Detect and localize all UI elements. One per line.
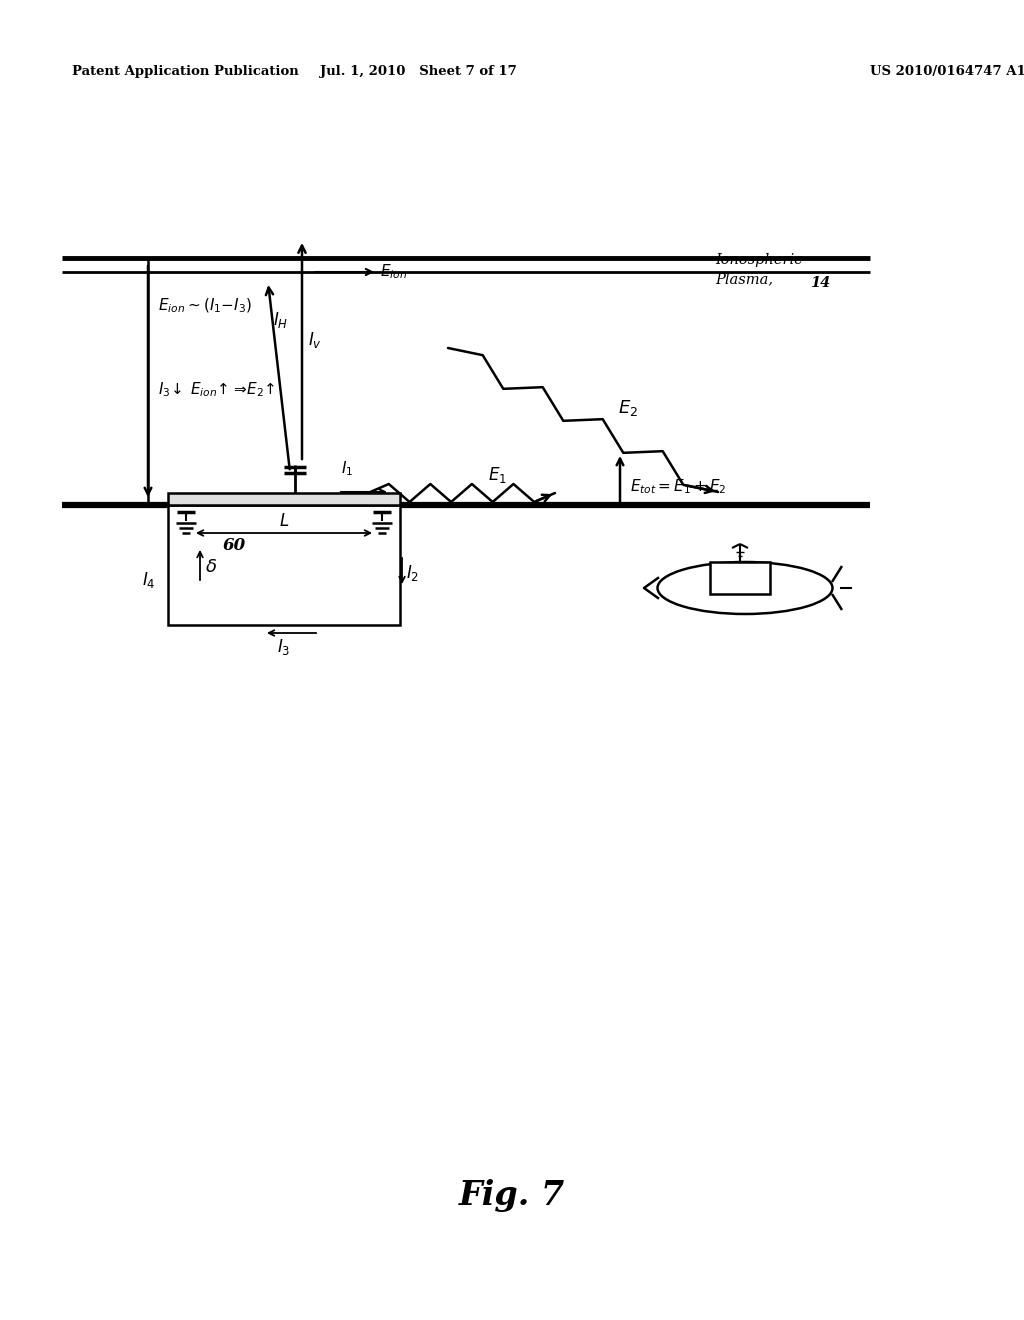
Text: $E_{ion}{\sim}(I_1{-}I_3)$: $E_{ion}{\sim}(I_1{-}I_3)$ <box>158 297 252 315</box>
Text: Jul. 1, 2010   Sheet 7 of 17: Jul. 1, 2010 Sheet 7 of 17 <box>319 66 516 78</box>
Text: $E_{tot} = E_1 + E_2$: $E_{tot} = E_1 + E_2$ <box>630 478 727 496</box>
Bar <box>710 562 770 594</box>
Text: $E_{ion}$: $E_{ion}$ <box>380 263 408 281</box>
Text: 60: 60 <box>223 536 246 553</box>
Text: $I_1$: $I_1$ <box>341 459 353 478</box>
Bar <box>168 492 400 506</box>
Text: $I_3\!\downarrow\; E_{ion}\!\uparrow\!\Rightarrow\! E_2\!\uparrow$: $I_3\!\downarrow\; E_{ion}\!\uparrow\!\R… <box>158 380 275 400</box>
Text: $I_H$: $I_H$ <box>273 310 289 330</box>
Text: $E_1$: $E_1$ <box>488 465 507 484</box>
Text: Ionospheric
Plasma,: Ionospheric Plasma, <box>715 253 803 286</box>
Text: Fig. 7: Fig. 7 <box>459 1179 565 1212</box>
Text: $I_3$: $I_3$ <box>278 638 291 657</box>
Text: $E_2$: $E_2$ <box>618 399 638 418</box>
Text: $I_2$: $I_2$ <box>406 564 419 583</box>
Text: US 2010/0164747 A1: US 2010/0164747 A1 <box>870 66 1024 78</box>
Text: $I_4$: $I_4$ <box>142 570 156 590</box>
Bar <box>168 506 400 624</box>
Text: $I_v$: $I_v$ <box>308 330 322 350</box>
Text: $L$: $L$ <box>279 512 289 529</box>
Text: Patent Application Publication: Patent Application Publication <box>72 66 299 78</box>
Ellipse shape <box>657 562 833 614</box>
Text: $\delta$: $\delta$ <box>205 558 217 576</box>
Text: 14: 14 <box>810 276 830 290</box>
